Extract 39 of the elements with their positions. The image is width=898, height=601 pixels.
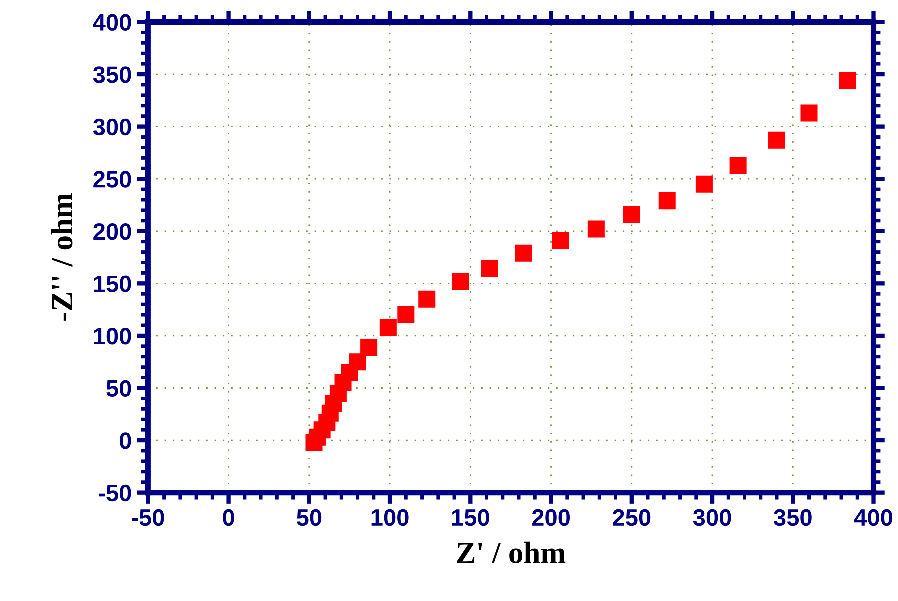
y-axis-title: -Z'' / ohm (51, 194, 73, 321)
y-tick-label: 100 (94, 328, 132, 345)
y-tick-label: 300 (93, 118, 132, 136)
x-axis-title: Z' / ohm (457, 542, 566, 564)
point (481, 260, 499, 278)
point (515, 244, 532, 262)
point (768, 132, 786, 149)
x-tick-label: 150 (452, 509, 490, 526)
y-tick-label: 50 (106, 380, 132, 398)
y-tick-label: 350 (93, 66, 132, 84)
x-tick-label: 200 (532, 509, 570, 526)
y-tick-label: 0 (120, 432, 132, 450)
point (730, 157, 747, 174)
point (418, 290, 436, 308)
point (552, 232, 570, 250)
point (658, 192, 676, 210)
point (349, 354, 366, 371)
point (588, 220, 605, 238)
point (452, 273, 470, 290)
y-tick-label: 250 (94, 171, 132, 188)
point (696, 176, 713, 193)
x-tick-label: 350 (774, 509, 812, 526)
y-tick-label: 400 (93, 14, 132, 32)
x-tick-label: 400 (854, 509, 892, 526)
x-tick-label: 100 (372, 509, 409, 526)
point (398, 306, 415, 324)
x-tick-label: 50 (297, 509, 322, 526)
x-tick-label: 300 (693, 509, 732, 526)
y-tick-label: 150 (94, 276, 132, 292)
y-tick-label: -50 (99, 484, 132, 502)
y-tick-label: 200 (94, 223, 132, 240)
point (623, 206, 640, 224)
point (360, 338, 378, 356)
point (380, 319, 397, 336)
point (800, 104, 818, 122)
x-tick-label: -50 (132, 509, 164, 526)
point (839, 72, 856, 90)
x-tick-label: 250 (613, 509, 651, 526)
x-tick-label: 0 (223, 509, 234, 526)
